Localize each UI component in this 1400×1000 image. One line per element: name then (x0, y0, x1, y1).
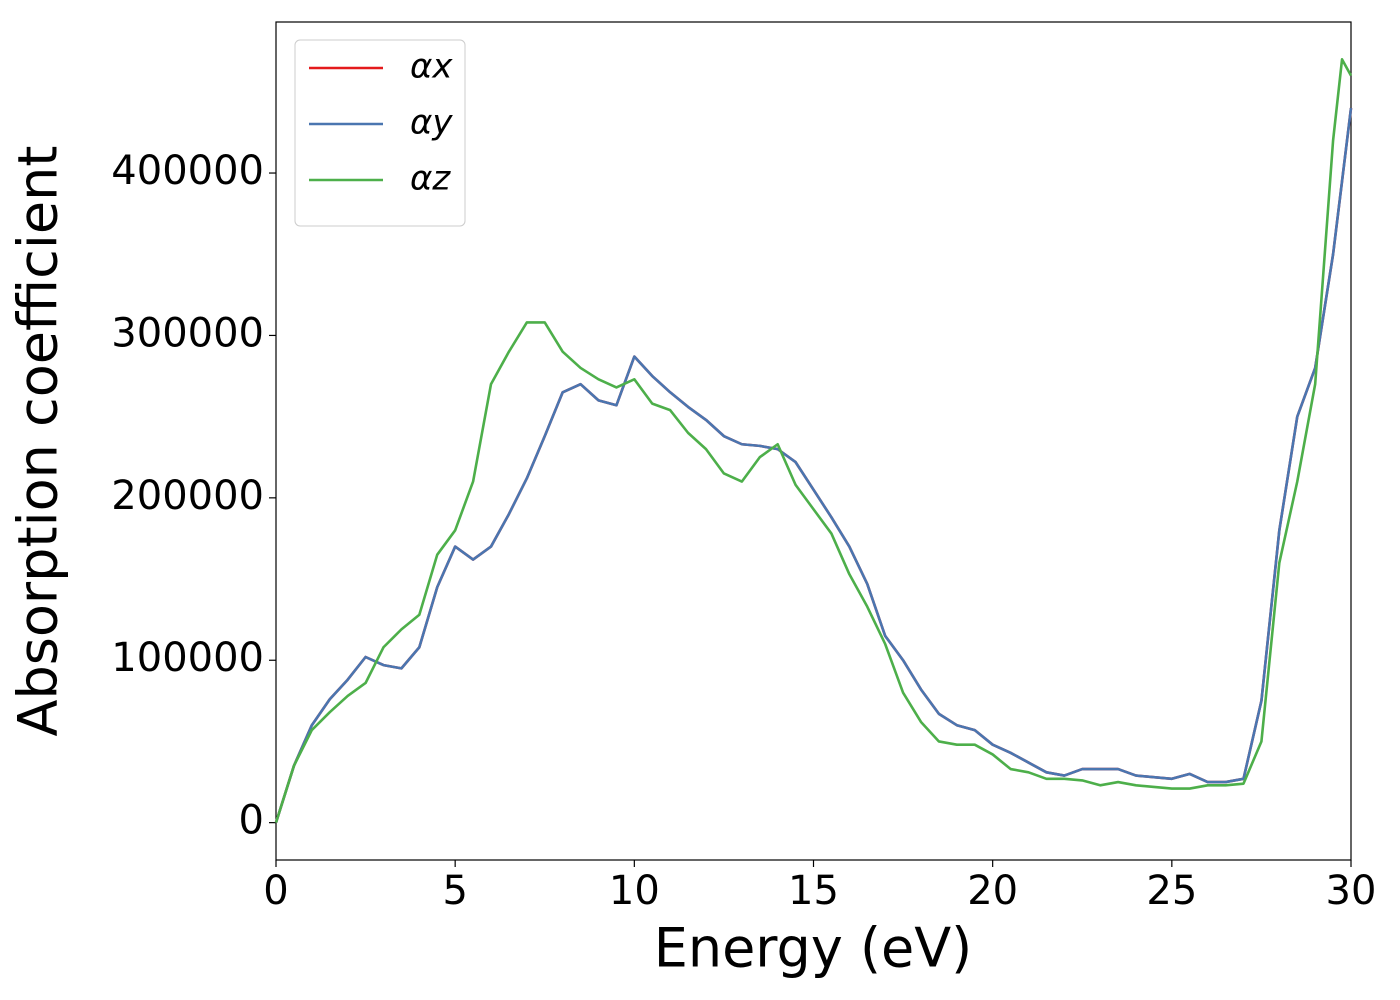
series-line (274, 107, 1353, 824)
y-axis-label: Absorption coefficient (7, 146, 70, 737)
x-tick-label: 0 (263, 868, 288, 914)
y-tick-label: 0 (239, 798, 264, 844)
x-tick-label: 20 (967, 868, 1018, 914)
x-tick-label: 15 (788, 868, 839, 914)
x-tick-label: 5 (442, 868, 467, 914)
x-tick-label: 30 (1326, 868, 1377, 914)
legend-label: αz (410, 159, 451, 199)
legend-label: αx (410, 47, 453, 87)
y-tick-label: 300000 (111, 310, 264, 356)
legend-label: αy (410, 103, 453, 143)
y-tick-label: 100000 (111, 635, 264, 681)
series-line (274, 58, 1353, 824)
y-tick-label: 200000 (111, 473, 264, 519)
x-axis-label: Energy (eV) (654, 917, 973, 980)
x-tick-label: 10 (609, 868, 660, 914)
y-tick-label: 400000 (111, 148, 264, 194)
x-tick-label: 25 (1146, 868, 1197, 914)
